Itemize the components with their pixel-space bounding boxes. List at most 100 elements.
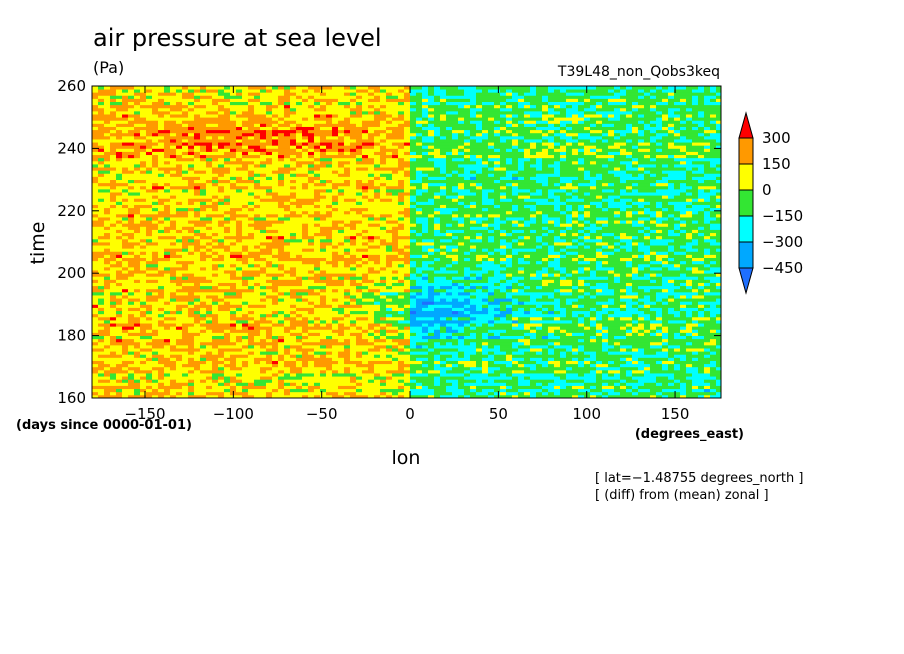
heatmap-cell: [206, 391, 212, 396]
heatmap-cell: [254, 348, 260, 352]
heatmap-cell: [572, 348, 578, 352]
heatmap-cell: [302, 285, 308, 290]
heatmap-cell: [530, 341, 536, 346]
heatmap-cell: [692, 310, 698, 315]
heatmap-cell: [368, 348, 374, 352]
heatmap-cell: [140, 369, 146, 374]
heatmap-cell: [356, 351, 362, 355]
heatmap-cell: [464, 295, 470, 299]
heatmap-cell: [284, 257, 290, 262]
heatmap-cell: [500, 285, 506, 290]
heatmap-cell: [464, 335, 470, 340]
heatmap-cell: [398, 344, 404, 349]
heatmap-cell: [248, 295, 254, 299]
heatmap-cell: [92, 313, 98, 318]
heatmap-cell: [638, 304, 644, 308]
heatmap-cell: [518, 257, 524, 262]
heatmap-cell: [398, 291, 404, 296]
heatmap-cell: [554, 394, 560, 399]
heatmap-cell: [158, 326, 164, 330]
heatmap-cell: [272, 291, 278, 296]
heatmap-cell: [572, 338, 578, 343]
heatmap-cell: [404, 379, 410, 383]
heatmap-cell: [260, 341, 266, 346]
heatmap-cell: [344, 341, 350, 346]
heatmap-cell: [530, 266, 536, 271]
heatmap-cell: [362, 338, 368, 343]
heatmap-cell: [608, 366, 614, 371]
heatmap-cell: [278, 276, 284, 280]
heatmap-cell: [542, 385, 548, 390]
heatmap-cell: [242, 382, 248, 386]
heatmap-cell: [320, 320, 326, 324]
heatmap-cell: [704, 313, 710, 318]
heatmap-cell: [92, 360, 98, 365]
heatmap-cell: [698, 354, 704, 358]
heatmap-cell: [110, 335, 116, 340]
heatmap-cell: [332, 257, 338, 262]
heatmap-cell: [422, 310, 428, 315]
heatmap-cell: [122, 320, 128, 324]
heatmap-cell: [506, 373, 512, 377]
heatmap-cell: [680, 307, 686, 312]
heatmap-cell: [188, 291, 194, 296]
heatmap-cell: [458, 251, 464, 255]
heatmap-cell: [452, 301, 458, 305]
heatmap-cell: [116, 257, 122, 262]
heatmap-cell: [512, 270, 518, 274]
heatmap-cell: [170, 304, 176, 308]
heatmap-cell: [464, 313, 470, 318]
heatmap-cell: [590, 276, 596, 280]
heatmap-cell: [236, 338, 242, 343]
heatmap-cell: [242, 301, 248, 305]
heatmap-cell: [248, 354, 254, 358]
heatmap-cell: [218, 270, 224, 274]
heatmap-cell: [710, 382, 716, 386]
heatmap-cell: [134, 313, 140, 318]
heatmap-cell: [452, 385, 458, 390]
heatmap-cell: [674, 341, 680, 346]
heatmap-cell: [560, 263, 566, 268]
heatmap-cell: [566, 291, 572, 296]
heatmap-cell: [644, 301, 650, 305]
heatmap-cell: [572, 351, 578, 355]
heatmap-cell: [668, 313, 674, 318]
heatmap-cell: [602, 385, 608, 390]
heatmap-cell: [476, 382, 482, 386]
heatmap-cell: [536, 320, 542, 324]
heatmap-cell: [284, 276, 290, 280]
heatmap-cell: [590, 288, 596, 293]
heatmap-cell: [596, 373, 602, 377]
heatmap-cell: [638, 310, 644, 315]
heatmap-cell: [572, 382, 578, 386]
heatmap-cell: [176, 304, 182, 308]
heatmap-cell: [146, 276, 152, 280]
heatmap-cell: [188, 307, 194, 312]
heatmap-cell: [590, 326, 596, 330]
heatmap-cell: [368, 341, 374, 346]
heatmap-cell: [368, 379, 374, 383]
heatmap-cell: [404, 326, 410, 330]
heatmap-cell: [290, 394, 296, 399]
heatmap-cell: [488, 385, 494, 390]
heatmap-cell: [446, 279, 452, 283]
heatmap-cell: [236, 295, 242, 299]
heatmap-cell: [350, 260, 356, 265]
heatmap-cell: [368, 298, 374, 302]
heatmap-cell: [554, 351, 560, 355]
heatmap-cell: [548, 357, 554, 361]
heatmap-cell: [194, 363, 200, 368]
heatmap-cell: [326, 391, 332, 396]
heatmap-cell: [170, 323, 176, 327]
heatmap-cell: [560, 298, 566, 302]
heatmap-cell: [200, 373, 206, 377]
heatmap-cell: [272, 254, 278, 258]
heatmap-cell: [602, 360, 608, 365]
heatmap-cell: [602, 254, 608, 258]
heatmap-cell: [116, 304, 122, 308]
heatmap-cell: [464, 276, 470, 280]
heatmap-cell: [686, 313, 692, 318]
heatmap-cell: [716, 301, 721, 305]
heatmap-cell: [398, 263, 404, 268]
heatmap-cell: [494, 376, 500, 380]
